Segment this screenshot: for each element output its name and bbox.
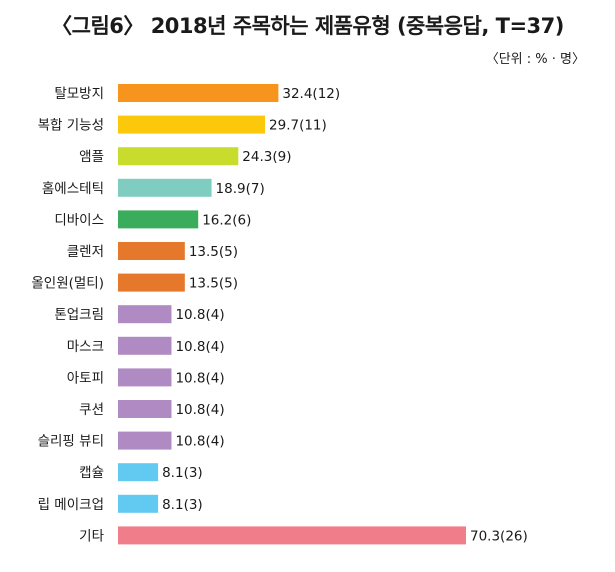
category-label: 립 메이크업 [38,497,104,513]
value-label: 10.8(4) [175,434,224,450]
value-label: 32.4(12) [282,86,340,102]
category-label: 홈에스테틱 [42,181,104,197]
bar [118,242,185,260]
bar [118,494,159,513]
value-label: 24.3(9) [242,149,291,165]
category-label: 앰플 [79,149,104,165]
category-label: 기타 [79,528,104,544]
bar [118,147,239,166]
chart-title: 〈그림6〉 2018년 주목하는 제품유형 (중복응답, T=37) [51,14,564,38]
unit-note: 〈단위 : % · 명〉 [485,52,585,67]
bar [118,115,266,134]
category-label: 디바이스 [54,212,104,228]
value-label: 10.8(4) [175,307,224,323]
category-label: 캡슐 [79,465,104,481]
value-label: 70.3(26) [470,528,528,544]
category-label: 슬리핑 뷰티 [38,434,104,450]
value-label: 10.8(4) [175,339,224,355]
bar [118,526,466,545]
bar [118,463,159,482]
bar [118,178,212,197]
bar [118,431,172,450]
value-label: 29.7(11) [269,118,327,134]
category-label: 클렌저 [67,244,104,260]
value-label: 13.5(5) [189,276,238,292]
value-label: 10.8(4) [175,370,224,386]
value-label: 8.1(3) [162,497,203,513]
value-label: 8.1(3) [162,465,203,481]
value-label: 13.5(5) [189,244,238,260]
category-label: 복합 기능성 [38,118,104,134]
bar [118,305,172,324]
bar [118,368,172,387]
bar [118,273,185,292]
category-label: 아토피 [67,370,104,386]
bar [118,336,172,355]
category-label: 마스크 [67,339,104,355]
bar [118,210,199,229]
value-label: 16.2(6) [202,212,251,228]
value-label: 18.9(7) [216,181,265,197]
bar [118,84,279,102]
category-label: 톤업크림 [54,307,104,323]
value-label: 10.8(4) [175,402,224,418]
bar [118,400,172,418]
category-label: 올인원(멀티) [31,276,104,292]
category-label: 탈모방지 [54,86,104,102]
category-label: 쿠션 [79,402,104,418]
